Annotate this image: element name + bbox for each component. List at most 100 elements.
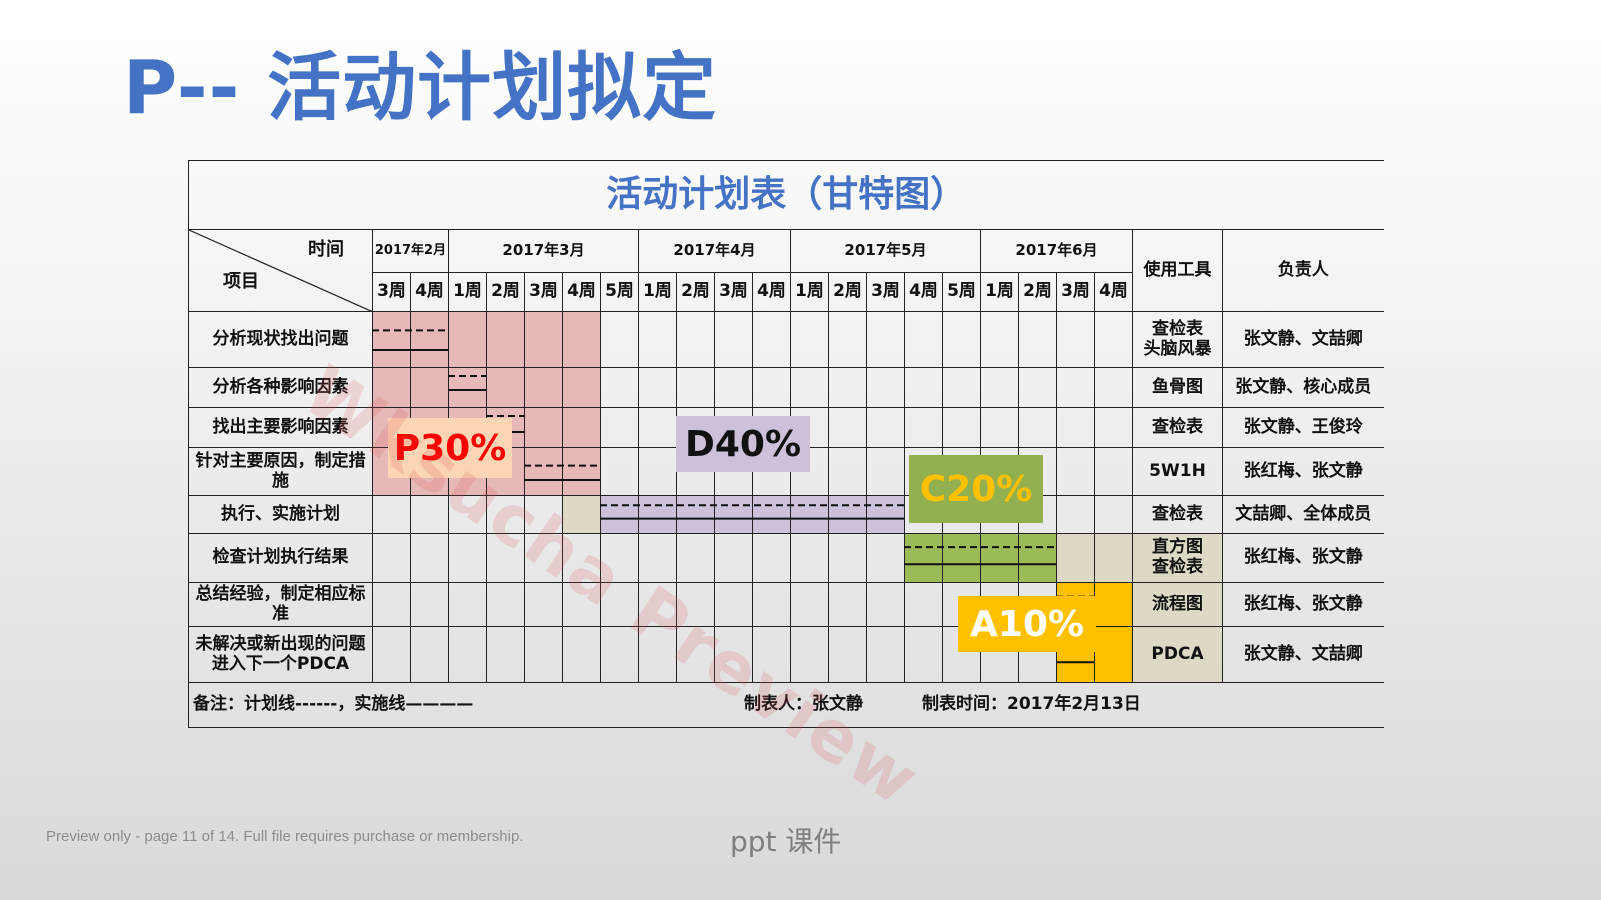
week-cell	[866, 367, 905, 408]
week-cell	[486, 582, 525, 627]
project-cell: 针对主要原因，制定措施	[188, 447, 373, 496]
week-cell	[942, 407, 981, 448]
week-cell	[866, 447, 905, 496]
week-cell	[1094, 533, 1133, 583]
month-header: 2017年2月	[372, 229, 449, 273]
week-cell	[676, 495, 715, 534]
week-header-row: 3周 4周 1周 2周 3周 4周 5周 1周 2周 3周 4周 1周 2周 3周 4周 5周 1周 2周 3周 4周	[189, 272, 1384, 312]
week-cell	[1018, 407, 1057, 448]
week-cell	[676, 582, 715, 627]
footer-cell: 备注：计划线------，实施线———— 制表人：张文静 制表时间：2017年2月1…	[188, 682, 1384, 728]
week-cell	[600, 626, 639, 683]
week-cell	[828, 447, 867, 496]
week-cell	[1094, 407, 1133, 448]
week-cell	[410, 495, 449, 534]
week-cell	[600, 447, 639, 496]
tool-cell: 鱼骨图	[1132, 367, 1223, 408]
week-cell	[866, 495, 905, 534]
week-cell	[410, 626, 449, 683]
week-cell	[790, 626, 829, 683]
week-cell	[524, 407, 563, 448]
week-cell	[524, 626, 563, 683]
tool-cell: 流程图	[1132, 582, 1223, 627]
week-cell	[600, 367, 639, 408]
week-header: 4周	[410, 272, 449, 312]
week-cell	[638, 533, 677, 583]
week-cell	[1056, 311, 1095, 368]
week-cell	[942, 367, 981, 408]
corner-item-label: 项目	[223, 271, 259, 293]
project-cell: 找出主要影响因素	[188, 407, 373, 448]
week-cell	[372, 495, 411, 534]
week-cell	[486, 367, 525, 408]
project-cell: 检查计划执行结果	[188, 533, 373, 583]
week-cell	[866, 311, 905, 368]
owner-cell: 张文静、文喆卿	[1222, 626, 1384, 683]
month-header: 2017年6月	[980, 229, 1133, 273]
owner-cell: 张文静、王俊玲	[1222, 407, 1384, 448]
week-cell	[866, 626, 905, 683]
week-cell	[676, 626, 715, 683]
footer-note: 备注：计划线------，实施线————	[193, 694, 474, 715]
tool-cell: 查检表	[1132, 495, 1223, 534]
phase-p-label: P30%	[388, 418, 512, 478]
week-cell	[448, 582, 487, 627]
week-cell	[410, 367, 449, 408]
week-cell	[980, 533, 1019, 583]
week-cell	[372, 533, 411, 583]
week-cell	[524, 311, 563, 368]
week-cell	[828, 495, 867, 534]
week-cell	[1018, 533, 1057, 583]
week-cell	[790, 495, 829, 534]
week-cell	[1094, 495, 1133, 534]
week-cell	[638, 626, 677, 683]
project-cell: 未解决或新出现的问题进入下一个PDCA	[188, 626, 373, 683]
week-cell	[980, 311, 1019, 368]
week-cell	[372, 311, 411, 368]
week-header: 3周	[714, 272, 753, 312]
owner-cell: 张文静、文喆卿	[1222, 311, 1384, 368]
week-cell	[904, 367, 943, 408]
week-cell	[562, 582, 601, 627]
corner-header: 时间 项目	[188, 229, 373, 312]
month-header-row: 时间 项目 2017年2月 2017年3月 2017年4月 2017年5月 2017年6…	[188, 229, 1384, 312]
week-header: 3周	[1056, 272, 1095, 312]
week-header: 2周	[486, 272, 525, 312]
week-cell	[1056, 533, 1095, 583]
week-cell	[638, 367, 677, 408]
week-cell	[1018, 367, 1057, 408]
week-cell	[638, 495, 677, 534]
week-cell	[1094, 447, 1133, 496]
week-header: 1周	[448, 272, 487, 312]
week-cell	[600, 495, 639, 534]
week-cell	[448, 626, 487, 683]
table-row: 分析现状找出问题 查检表 头脑风暴 张文静、文喆卿	[188, 311, 1384, 368]
project-cell: 总结经验，制定相应标准	[188, 582, 373, 627]
week-cell	[372, 582, 411, 627]
week-cell	[752, 533, 791, 583]
week-cell	[752, 367, 791, 408]
week-cell	[486, 311, 525, 368]
month-header: 2017年4月	[638, 229, 791, 273]
corner-diagonal	[189, 230, 372, 311]
tools-header: 使用工具	[1132, 229, 1223, 312]
week-cell	[752, 626, 791, 683]
tool-cell: 5W1H	[1132, 447, 1223, 496]
week-cell	[752, 311, 791, 368]
week-cell	[1094, 311, 1133, 368]
week-cell	[1094, 367, 1133, 408]
week-cell	[372, 626, 411, 683]
week-cell	[752, 495, 791, 534]
week-cell	[942, 311, 981, 368]
week-cell	[638, 311, 677, 368]
week-cell	[524, 367, 563, 408]
week-cell	[1056, 407, 1095, 448]
week-cell	[562, 626, 601, 683]
week-cell	[562, 447, 601, 496]
week-header: 2周	[1018, 272, 1057, 312]
week-cell	[904, 626, 943, 683]
week-cell	[1056, 367, 1095, 408]
table-row: 未解决或新出现的问题进入下一个PDCA PDCA 张文静、文喆卿	[188, 626, 1384, 683]
week-cell	[980, 407, 1019, 448]
week-cell	[828, 582, 867, 627]
